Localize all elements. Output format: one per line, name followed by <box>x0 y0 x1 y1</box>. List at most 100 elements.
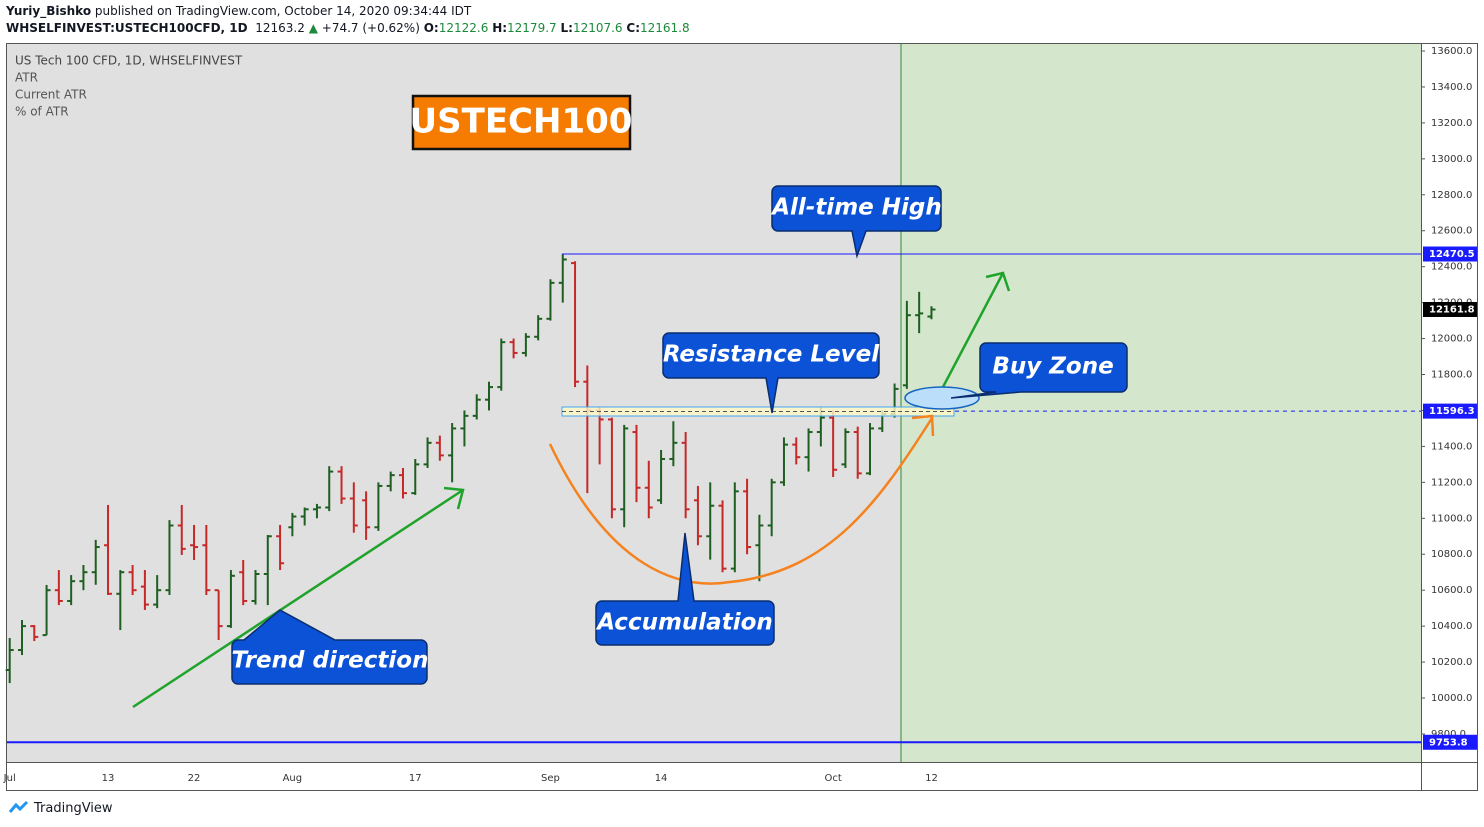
ohlc-bar <box>67 575 76 606</box>
x-tick-label: 17 <box>409 773 422 784</box>
x-tick-label: 22 <box>188 773 201 784</box>
ohlc-bar <box>42 584 51 637</box>
ohlc-value: 12122.6 <box>438 21 489 35</box>
indicator-legend: ATR <box>15 71 38 85</box>
ohlc-label: O: <box>423 21 439 35</box>
ohlc-bar <box>411 458 420 495</box>
buy-zone-callout <box>950 342 1128 399</box>
arrow: ▲ <box>308 21 318 35</box>
y-tick-label: 11400.0 <box>1431 441 1472 452</box>
ohlc-bar <box>386 471 395 492</box>
y-tick-label: 10400.0 <box>1431 621 1472 632</box>
ohlc-bar <box>337 466 346 504</box>
title-badge <box>411 94 632 151</box>
ohlc-bar <box>5 637 14 684</box>
ohlc-bar <box>349 482 358 533</box>
y-tick-label: 12600.0 <box>1431 226 1472 237</box>
ohlc-bar <box>681 432 690 519</box>
logo-icon <box>8 800 29 813</box>
quote-line: WHSELFINVEST:USTECH100CFD, 1D 12163.2 ▲ … <box>6 21 690 35</box>
ohlc-bar <box>448 423 457 483</box>
ohlc-bar <box>165 520 174 596</box>
ohlc-bar <box>239 559 248 606</box>
ath-label: All-time High <box>770 195 942 221</box>
y-tick-label: 13400.0 <box>1431 82 1472 93</box>
ohlc-bar <box>743 478 752 555</box>
ohlc-bar <box>620 424 629 528</box>
ohlc-bar <box>607 417 616 519</box>
accumulation-callout <box>595 532 775 646</box>
ohlc-bar <box>226 570 235 628</box>
ohlc-bar <box>472 394 481 420</box>
x-tick-label: Jul <box>3 773 16 784</box>
ohlc-bar <box>251 570 260 605</box>
ohlc-bar <box>190 524 199 560</box>
ohlc-bar <box>927 306 936 320</box>
ohlc-bar <box>546 279 555 321</box>
ohlc-bar <box>841 428 850 468</box>
x-tick-label: Oct <box>824 773 841 784</box>
y-tick-label: 13600.0 <box>1431 46 1472 57</box>
last-price-badge <box>1423 301 1477 317</box>
y-tick-label: 12400.0 <box>1431 262 1472 273</box>
y-tick-label: 10600.0 <box>1431 585 1472 596</box>
ohlc-bar <box>325 466 334 512</box>
ohlc-bar <box>17 620 26 656</box>
ohlc-bar <box>435 435 444 461</box>
ohlc-bar <box>521 333 530 357</box>
ohlc-value: 12179.7 <box>507 21 557 35</box>
ohlc-bar <box>140 570 149 610</box>
ohlc-bar <box>755 514 764 582</box>
y-tick-label: 10000.0 <box>1431 693 1472 704</box>
ohlc-bar <box>730 482 739 573</box>
ohlc-bar <box>398 467 407 499</box>
ath-callout <box>771 185 942 259</box>
title-badge-text: USTECH100 <box>410 102 633 142</box>
ohlc-value: 12161.8 <box>640 21 690 35</box>
ohlc-value: 12107.6 <box>572 21 623 35</box>
x-tick-label: Sep <box>541 773 560 784</box>
indicator-legend: Current ATR <box>15 88 87 102</box>
ohlc-bar <box>792 437 801 465</box>
trend-arrow <box>132 486 465 709</box>
brand: TradingView <box>34 800 113 816</box>
ohlc-bar <box>767 478 776 537</box>
series-legend: US Tech 100 CFD, 1D, WHSELFINVEST <box>15 54 243 68</box>
ohlc-bar <box>779 437 788 486</box>
accumulation-curve <box>548 414 935 585</box>
ohlc-bar <box>276 524 285 571</box>
x-tick-label: 12 <box>925 773 938 784</box>
ohlc-bar <box>804 428 813 472</box>
ohlc-bar <box>693 485 702 546</box>
ohlc-bar <box>509 338 518 359</box>
ohlc-bar <box>374 482 383 531</box>
future-zone <box>901 44 1421 762</box>
ohlc-bar <box>128 565 137 596</box>
ohlc-bar <box>902 300 911 389</box>
level-label: 12470.5 <box>1429 249 1475 260</box>
levels <box>7 253 1421 744</box>
level-badge <box>1423 403 1477 419</box>
ohlc-bar <box>853 426 862 479</box>
y-tick-label: 11800.0 <box>1431 370 1472 381</box>
chart: USTECH100 All-time High Resistance Level… <box>3 43 1478 791</box>
author: Yuriy_Bishko <box>6 4 92 18</box>
ohlc-label: C: <box>626 21 640 35</box>
publish-line: Yuriy_Bishko published on TradingView.co… <box>6 4 471 18</box>
resistance-callout <box>662 332 880 414</box>
y-tick-label: 12800.0 <box>1431 190 1472 201</box>
trend-label: Trend direction <box>232 648 429 674</box>
ohlc-bar <box>706 482 715 560</box>
ohlc-bar <box>312 503 321 519</box>
ohlc-bar <box>829 410 838 477</box>
trend-callout <box>231 609 428 685</box>
level-label: 9753.8 <box>1429 737 1468 748</box>
ohlc-bar <box>288 512 297 537</box>
buy-zone-ellipse <box>904 386 980 410</box>
ohlc-bar <box>534 315 543 341</box>
ohlc-bar <box>300 507 309 526</box>
ohlc-bar <box>558 254 567 303</box>
last-price-label: 12161.8 <box>1429 304 1475 315</box>
accumulation-label: Accumulation <box>595 610 773 636</box>
ohlc-bar <box>153 575 162 609</box>
